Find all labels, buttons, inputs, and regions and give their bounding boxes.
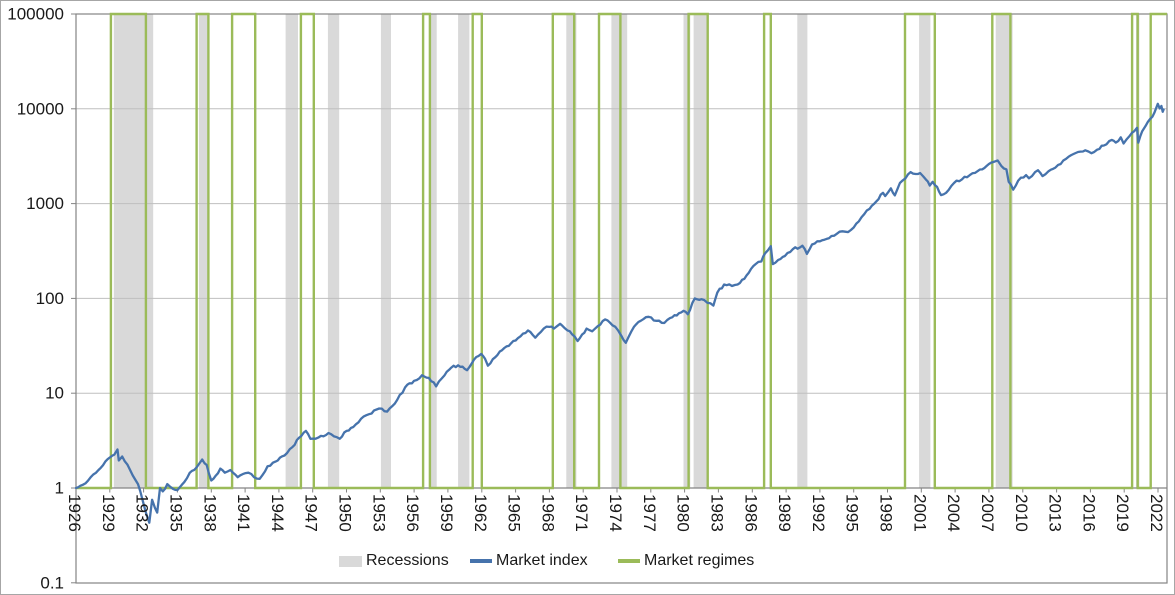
x-tick-label: 1983 — [707, 494, 726, 532]
recession-band — [285, 14, 298, 488]
x-tick-label: 2007 — [978, 494, 997, 532]
recession-band — [797, 14, 808, 488]
x-tick-label: 1941 — [234, 494, 253, 532]
x-tick-label: 1962 — [471, 494, 490, 532]
legend-label-market-index: Market index — [496, 552, 588, 569]
recession-band — [113, 14, 154, 488]
x-tick-label: 2001 — [910, 494, 929, 532]
x-tick-label: 2019 — [1113, 494, 1132, 532]
recession-band — [429, 14, 437, 488]
x-tick-label: 2004 — [944, 494, 963, 532]
x-tick-label: 1968 — [538, 494, 557, 532]
x-tick-label: 1929 — [99, 494, 118, 532]
y-tick-label: 10000 — [17, 99, 64, 118]
x-tick-label: 2022 — [1147, 494, 1166, 532]
x-tick-label: 1932 — [133, 494, 152, 532]
x-tick-label: 1926 — [65, 494, 84, 532]
x-tick-label: 1992 — [809, 494, 828, 532]
x-tick-label: 1953 — [369, 494, 388, 532]
y-tick-label: 10 — [45, 384, 64, 403]
x-tick-label: 1998 — [877, 494, 896, 532]
recession-band — [458, 14, 470, 488]
y-tick-label: 100 — [36, 289, 64, 308]
x-tick-label: 1950 — [336, 494, 355, 532]
recession-band — [683, 14, 691, 488]
y-tick-label: 100000 — [7, 5, 64, 24]
x-tick-label: 1956 — [403, 494, 422, 532]
recession-band — [693, 14, 709, 488]
legend-label-recessions: Recessions — [366, 552, 449, 569]
recession-band — [198, 14, 208, 488]
x-tick-label: 1944 — [268, 494, 287, 532]
x-tick-label: 1980 — [674, 494, 693, 532]
market-index-line — [74, 102, 1165, 524]
recession-band — [380, 14, 391, 488]
x-tick-label: 2016 — [1079, 494, 1098, 532]
market-regimes-swatch-icon — [618, 559, 640, 563]
x-tick-label: 1971 — [572, 494, 591, 532]
legend-item-market-regimes[interactable]: Market regimes — [618, 549, 754, 573]
recession-band — [566, 14, 577, 488]
recession-band — [995, 14, 1013, 488]
recessions-swatch-icon — [339, 555, 362, 567]
x-tick-label: 1959 — [437, 494, 456, 532]
x-tick-label: 1935 — [166, 494, 185, 532]
x-tick-label: 1938 — [200, 494, 219, 532]
y-tick-label: 1000 — [26, 194, 64, 213]
legend-label-market-regimes: Market regimes — [644, 552, 755, 569]
x-tick-label: 1974 — [606, 494, 625, 532]
x-tick-label: 2013 — [1046, 494, 1065, 532]
y-tick-label: 1 — [55, 479, 64, 498]
recession-band — [919, 14, 931, 488]
x-tick-label: 1947 — [302, 494, 321, 532]
x-tick-label: 1986 — [741, 494, 760, 532]
legend: Recessions Market index Market regimes — [1, 549, 1174, 575]
y-tick-label: 0.1 — [40, 573, 64, 592]
x-tick-label: 1995 — [843, 494, 862, 532]
legend-item-market-index[interactable]: Market index — [470, 549, 588, 573]
legend-item-recessions[interactable]: Recessions — [339, 549, 449, 573]
x-tick-label: 1989 — [775, 494, 794, 532]
market-index-swatch-icon — [470, 559, 492, 563]
x-tick-label: 1965 — [505, 494, 524, 532]
recession-band — [327, 14, 340, 488]
market-regimes-line — [76, 12, 1167, 490]
x-tick-label: 1977 — [640, 494, 659, 532]
x-tick-label: 2010 — [1012, 494, 1031, 532]
